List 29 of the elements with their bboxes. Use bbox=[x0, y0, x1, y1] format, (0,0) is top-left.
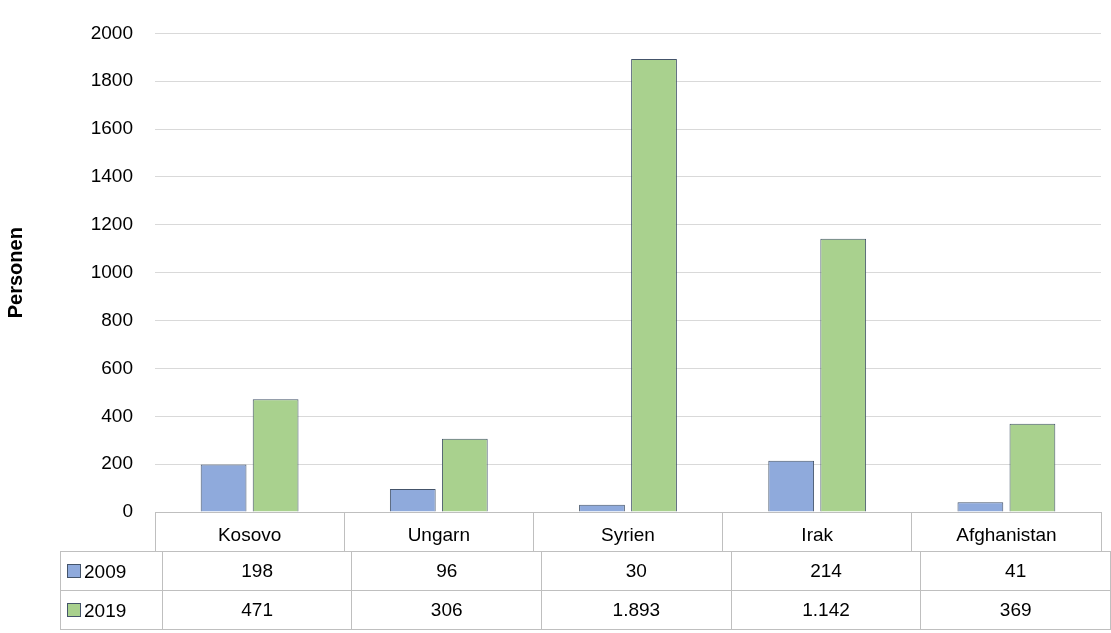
data-label: 306 bbox=[351, 590, 542, 630]
y-tick-label: 1400 bbox=[90, 165, 133, 187]
data-label: 369 bbox=[920, 590, 1111, 630]
x-tick-label: Afghanistan bbox=[956, 523, 1057, 545]
data-label: 198 bbox=[162, 551, 352, 591]
data-label: 214 bbox=[731, 551, 921, 591]
y-tick-label: 1000 bbox=[90, 260, 133, 282]
data-label: 30 bbox=[541, 551, 732, 591]
y-tick-label: 200 bbox=[101, 452, 133, 474]
x-tick-label: Kosovo bbox=[217, 523, 282, 545]
y-tick-label: 0 bbox=[122, 500, 133, 522]
x-tick-label: Ungarn bbox=[407, 523, 470, 545]
x-tick-label: Irak bbox=[801, 523, 834, 545]
x-tick-label: Syrien bbox=[601, 523, 655, 545]
y-tick-label: 2000 bbox=[90, 21, 133, 43]
y-tick-label: 600 bbox=[101, 356, 133, 378]
y-tick-label: 1800 bbox=[90, 69, 133, 91]
y-tick-label: 1200 bbox=[90, 213, 133, 235]
legend-label: 2009 bbox=[84, 560, 127, 582]
y-tick-label: 1600 bbox=[90, 117, 133, 139]
legend-label: 2019 bbox=[84, 599, 127, 621]
data-label: 1.893 bbox=[541, 590, 732, 630]
y-axis-title: Personen bbox=[3, 227, 26, 319]
data-label: 41 bbox=[920, 551, 1111, 591]
y-tick-label: 800 bbox=[101, 308, 133, 330]
y-tick-label: 400 bbox=[101, 404, 133, 426]
data-label: 1.142 bbox=[731, 590, 921, 630]
data-label: 471 bbox=[162, 590, 352, 630]
data-label: 96 bbox=[351, 551, 542, 591]
